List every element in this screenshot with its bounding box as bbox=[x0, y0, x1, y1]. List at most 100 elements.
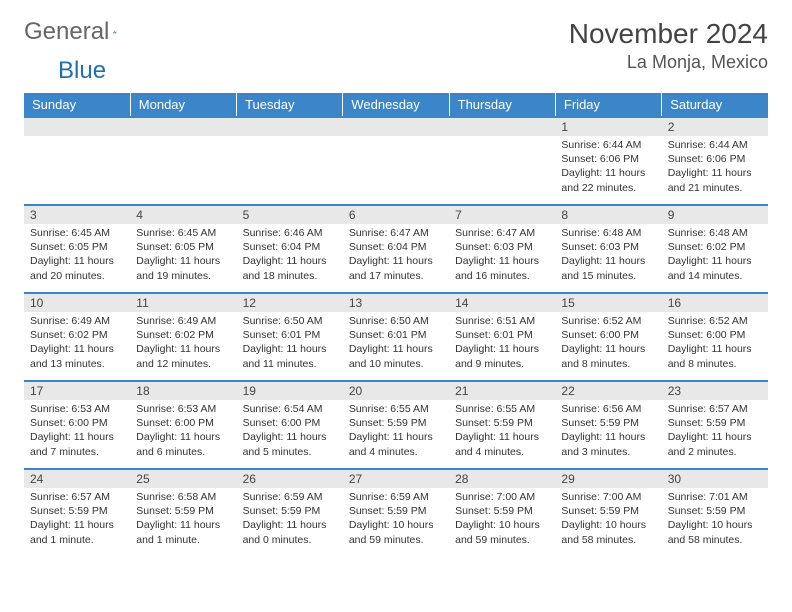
calendar-cell bbox=[24, 117, 130, 205]
cell-body: Sunrise: 6:44 AMSunset: 6:06 PMDaylight:… bbox=[662, 136, 768, 199]
calendar-cell: 19Sunrise: 6:54 AMSunset: 6:00 PMDayligh… bbox=[237, 381, 343, 469]
sunset-text: Sunset: 5:59 PM bbox=[349, 416, 443, 430]
calendar-cell: 1Sunrise: 6:44 AMSunset: 6:06 PMDaylight… bbox=[555, 117, 661, 205]
sunrise-text: Sunrise: 6:53 AM bbox=[136, 402, 230, 416]
day-number: 13 bbox=[343, 294, 449, 312]
calendar-table: SundayMondayTuesdayWednesdayThursdayFrid… bbox=[24, 93, 768, 557]
calendar-cell: 7Sunrise: 6:47 AMSunset: 6:03 PMDaylight… bbox=[449, 205, 555, 293]
calendar-cell: 8Sunrise: 6:48 AMSunset: 6:03 PMDaylight… bbox=[555, 205, 661, 293]
daylight-text: Daylight: 10 hours and 59 minutes. bbox=[349, 518, 443, 546]
daylight-text: Daylight: 11 hours and 9 minutes. bbox=[455, 342, 549, 370]
calendar-cell: 20Sunrise: 6:55 AMSunset: 5:59 PMDayligh… bbox=[343, 381, 449, 469]
daylight-text: Daylight: 11 hours and 14 minutes. bbox=[668, 254, 762, 282]
sunrise-text: Sunrise: 6:57 AM bbox=[668, 402, 762, 416]
calendar-cell bbox=[343, 117, 449, 205]
daylight-text: Daylight: 11 hours and 8 minutes. bbox=[561, 342, 655, 370]
sunrise-text: Sunrise: 6:46 AM bbox=[243, 226, 337, 240]
daylight-text: Daylight: 11 hours and 22 minutes. bbox=[561, 166, 655, 194]
daylight-text: Daylight: 11 hours and 11 minutes. bbox=[243, 342, 337, 370]
daylight-text: Daylight: 10 hours and 59 minutes. bbox=[455, 518, 549, 546]
sunset-text: Sunset: 5:59 PM bbox=[30, 504, 124, 518]
cell-body: Sunrise: 6:45 AMSunset: 6:05 PMDaylight:… bbox=[130, 224, 236, 287]
title-block: November 2024 La Monja, Mexico bbox=[569, 18, 768, 73]
sunrise-text: Sunrise: 6:52 AM bbox=[668, 314, 762, 328]
cell-body: Sunrise: 6:53 AMSunset: 6:00 PMDaylight:… bbox=[130, 400, 236, 463]
day-number: 14 bbox=[449, 294, 555, 312]
cell-body: Sunrise: 6:44 AMSunset: 6:06 PMDaylight:… bbox=[555, 136, 661, 199]
day-number: 4 bbox=[130, 206, 236, 224]
daylight-text: Daylight: 11 hours and 16 minutes. bbox=[455, 254, 549, 282]
day-number: 16 bbox=[662, 294, 768, 312]
sunset-text: Sunset: 5:59 PM bbox=[561, 504, 655, 518]
day-number: 21 bbox=[449, 382, 555, 400]
daylight-text: Daylight: 11 hours and 0 minutes. bbox=[243, 518, 337, 546]
sunset-text: Sunset: 5:59 PM bbox=[349, 504, 443, 518]
sunset-text: Sunset: 6:04 PM bbox=[243, 240, 337, 254]
day-number: 10 bbox=[24, 294, 130, 312]
cell-body: Sunrise: 6:48 AMSunset: 6:02 PMDaylight:… bbox=[662, 224, 768, 287]
cell-body: Sunrise: 6:47 AMSunset: 6:03 PMDaylight:… bbox=[449, 224, 555, 287]
cell-body: Sunrise: 6:59 AMSunset: 5:59 PMDaylight:… bbox=[343, 488, 449, 551]
sunset-text: Sunset: 5:59 PM bbox=[455, 416, 549, 430]
calendar-cell: 2Sunrise: 6:44 AMSunset: 6:06 PMDaylight… bbox=[662, 117, 768, 205]
calendar-cell: 29Sunrise: 7:00 AMSunset: 5:59 PMDayligh… bbox=[555, 469, 661, 557]
brand-logo: General bbox=[24, 18, 137, 46]
sunrise-text: Sunrise: 6:48 AM bbox=[561, 226, 655, 240]
sunrise-text: Sunrise: 6:49 AM bbox=[30, 314, 124, 328]
sunset-text: Sunset: 5:59 PM bbox=[455, 504, 549, 518]
sunrise-text: Sunrise: 6:47 AM bbox=[455, 226, 549, 240]
calendar-head: SundayMondayTuesdayWednesdayThursdayFrid… bbox=[24, 93, 768, 117]
day-number: 8 bbox=[555, 206, 661, 224]
day-number: 6 bbox=[343, 206, 449, 224]
sunrise-text: Sunrise: 6:53 AM bbox=[30, 402, 124, 416]
cell-body: Sunrise: 6:52 AMSunset: 6:00 PMDaylight:… bbox=[555, 312, 661, 375]
daylight-text: Daylight: 11 hours and 1 minute. bbox=[30, 518, 124, 546]
cell-body: Sunrise: 6:58 AMSunset: 5:59 PMDaylight:… bbox=[130, 488, 236, 551]
day-number: 11 bbox=[130, 294, 236, 312]
cell-body: Sunrise: 6:49 AMSunset: 6:02 PMDaylight:… bbox=[130, 312, 236, 375]
day-header: Friday bbox=[555, 93, 661, 117]
cell-body: Sunrise: 6:46 AMSunset: 6:04 PMDaylight:… bbox=[237, 224, 343, 287]
day-number bbox=[24, 118, 130, 136]
sunset-text: Sunset: 6:03 PM bbox=[561, 240, 655, 254]
cell-body: Sunrise: 6:52 AMSunset: 6:00 PMDaylight:… bbox=[662, 312, 768, 375]
cell-body: Sunrise: 6:49 AMSunset: 6:02 PMDaylight:… bbox=[24, 312, 130, 375]
day-number: 25 bbox=[130, 470, 236, 488]
day-number: 19 bbox=[237, 382, 343, 400]
cell-body: Sunrise: 6:55 AMSunset: 5:59 PMDaylight:… bbox=[343, 400, 449, 463]
calendar-cell: 4Sunrise: 6:45 AMSunset: 6:05 PMDaylight… bbox=[130, 205, 236, 293]
daylight-text: Daylight: 11 hours and 19 minutes. bbox=[136, 254, 230, 282]
daylight-text: Daylight: 11 hours and 15 minutes. bbox=[561, 254, 655, 282]
cell-body: Sunrise: 7:00 AMSunset: 5:59 PMDaylight:… bbox=[555, 488, 661, 551]
daylight-text: Daylight: 11 hours and 3 minutes. bbox=[561, 430, 655, 458]
sunrise-text: Sunrise: 6:56 AM bbox=[561, 402, 655, 416]
day-number: 5 bbox=[237, 206, 343, 224]
calendar-body: 1Sunrise: 6:44 AMSunset: 6:06 PMDaylight… bbox=[24, 117, 768, 557]
calendar-cell: 16Sunrise: 6:52 AMSunset: 6:00 PMDayligh… bbox=[662, 293, 768, 381]
sunrise-text: Sunrise: 6:47 AM bbox=[349, 226, 443, 240]
day-number bbox=[449, 118, 555, 136]
day-header: Tuesday bbox=[237, 93, 343, 117]
sunrise-text: Sunrise: 6:48 AM bbox=[668, 226, 762, 240]
cell-body: Sunrise: 6:57 AMSunset: 5:59 PMDaylight:… bbox=[24, 488, 130, 551]
calendar-cell: 30Sunrise: 7:01 AMSunset: 5:59 PMDayligh… bbox=[662, 469, 768, 557]
day-number: 7 bbox=[449, 206, 555, 224]
cell-body: Sunrise: 6:55 AMSunset: 5:59 PMDaylight:… bbox=[449, 400, 555, 463]
sunset-text: Sunset: 6:05 PM bbox=[30, 240, 124, 254]
calendar-cell: 27Sunrise: 6:59 AMSunset: 5:59 PMDayligh… bbox=[343, 469, 449, 557]
sunset-text: Sunset: 6:01 PM bbox=[455, 328, 549, 342]
cell-body: Sunrise: 6:48 AMSunset: 6:03 PMDaylight:… bbox=[555, 224, 661, 287]
cell-body: Sunrise: 6:50 AMSunset: 6:01 PMDaylight:… bbox=[343, 312, 449, 375]
day-number: 20 bbox=[343, 382, 449, 400]
day-number: 9 bbox=[662, 206, 768, 224]
calendar-cell: 13Sunrise: 6:50 AMSunset: 6:01 PMDayligh… bbox=[343, 293, 449, 381]
daylight-text: Daylight: 10 hours and 58 minutes. bbox=[561, 518, 655, 546]
sunrise-text: Sunrise: 6:50 AM bbox=[243, 314, 337, 328]
daylight-text: Daylight: 11 hours and 20 minutes. bbox=[30, 254, 124, 282]
daylight-text: Daylight: 11 hours and 4 minutes. bbox=[455, 430, 549, 458]
day-number: 24 bbox=[24, 470, 130, 488]
sunrise-text: Sunrise: 6:50 AM bbox=[349, 314, 443, 328]
sail-icon bbox=[113, 22, 117, 42]
day-number: 18 bbox=[130, 382, 236, 400]
day-number: 17 bbox=[24, 382, 130, 400]
